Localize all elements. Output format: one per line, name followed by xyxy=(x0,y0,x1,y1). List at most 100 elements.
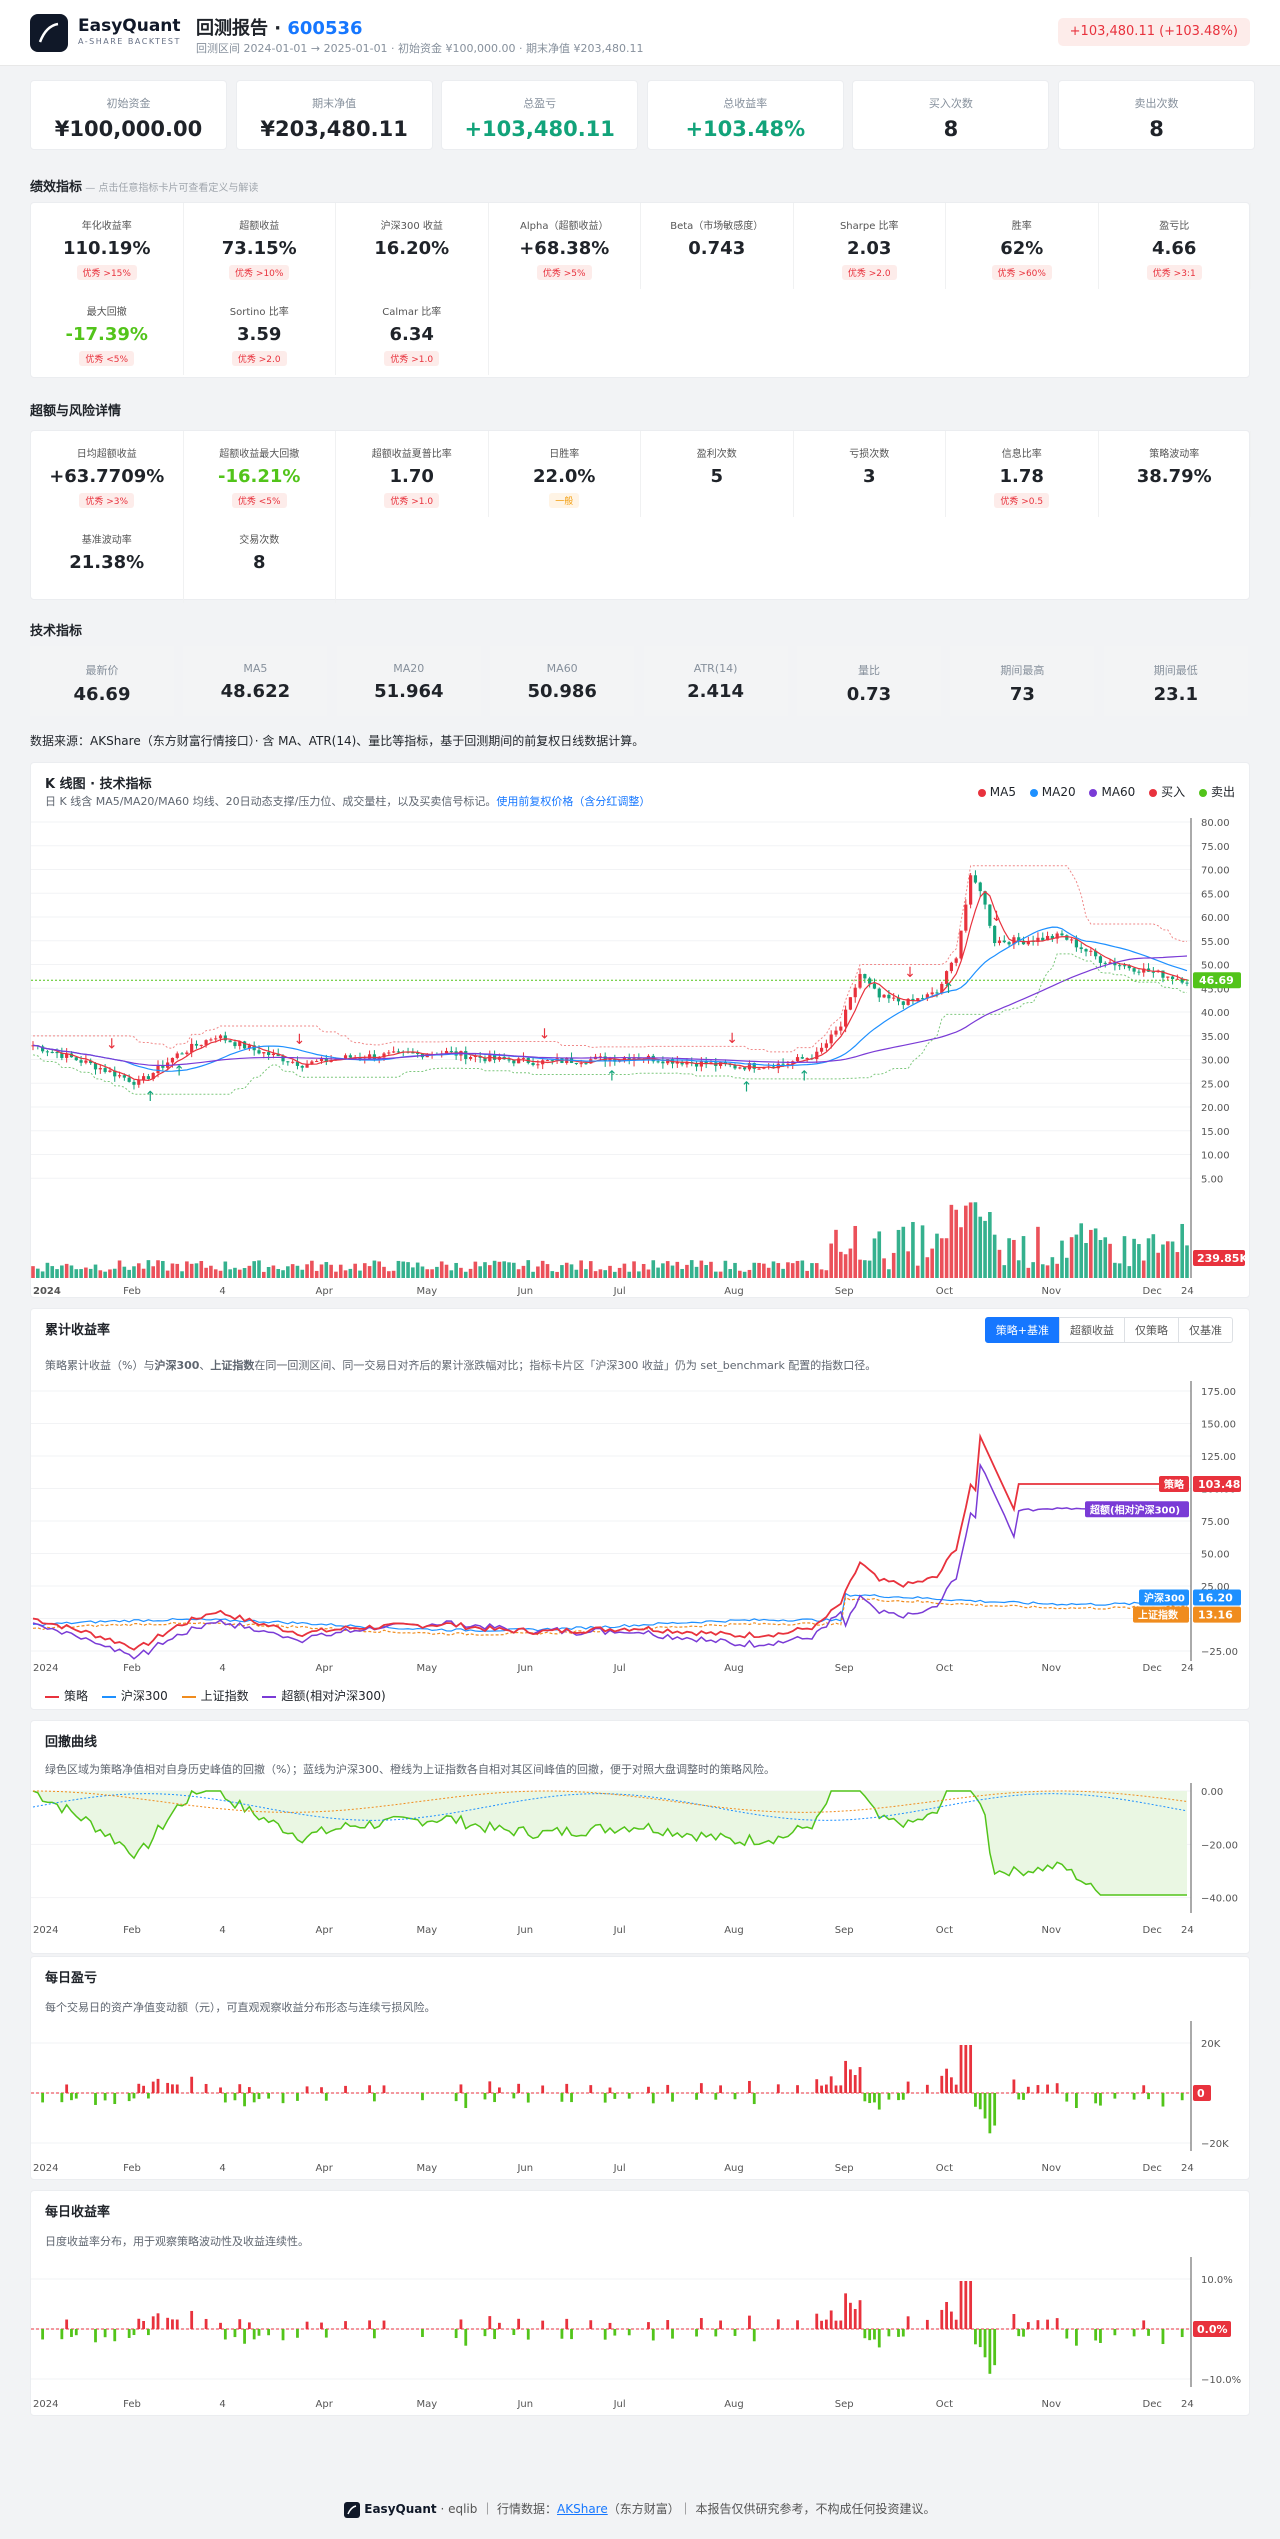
daily-bar xyxy=(988,2093,992,2134)
candle-body xyxy=(844,1009,848,1027)
volume-bar xyxy=(204,1267,208,1278)
candle-body xyxy=(1132,968,1136,972)
tab-strategy-benchmark[interactable]: 策略+基准 xyxy=(984,1317,1060,1343)
metric-card[interactable]: 最大回撤 -17.39% 优秀 <5% xyxy=(31,289,184,375)
strategy-name-tag xyxy=(1159,1475,1189,1492)
metric-card[interactable]: 信息比率 1.78 优秀 >0.5 xyxy=(946,431,1099,517)
metric-card[interactable]: Sharpe 比率 2.03 优秀 >2.0 xyxy=(794,203,946,289)
legend-sh-index[interactable]: 上证指数 xyxy=(200,1689,249,1703)
daily-bar xyxy=(421,2329,424,2337)
daily-bar xyxy=(454,2329,458,2339)
daily-bar xyxy=(940,2075,944,2093)
daily-bar xyxy=(834,2085,838,2093)
candle-body xyxy=(973,875,978,883)
daily-bar xyxy=(868,2329,872,2341)
candle-body xyxy=(1108,962,1112,964)
volume-bar xyxy=(814,1263,819,1278)
legend-ma5[interactable]: MA5 xyxy=(989,785,1016,799)
daily-pnl-chart[interactable]: 20K −20K 0 2024 Feb 4 Apr May Jun Jul Aug Sep Oct Nov… xyxy=(31,2021,1249,2179)
tab-strategy-only[interactable]: 仅策略 xyxy=(1124,1317,1179,1343)
legend-hs300[interactable]: 沪深300 xyxy=(120,1689,168,1703)
legend-ma20[interactable]: MA20 xyxy=(1041,785,1076,799)
metric-value: -17.39% xyxy=(65,324,148,345)
volume-bar xyxy=(819,1269,824,1278)
daily-bar xyxy=(464,2093,468,2109)
metric-card[interactable]: Beta（市场敏感度） 0.743 xyxy=(641,203,794,289)
volume-bar xyxy=(199,1261,204,1278)
volume-bar xyxy=(314,1270,319,1278)
daily-bar xyxy=(459,2084,463,2093)
daily-bar xyxy=(526,2329,530,2340)
cumulative-return-chart[interactable]: 175.00150.00125.00100.0075.0050.0025.000… xyxy=(31,1381,1249,1681)
daily-bar xyxy=(132,2329,136,2336)
legend-ma60[interactable]: MA60 xyxy=(1101,785,1136,799)
volume-bar xyxy=(290,1264,295,1278)
y-tick-label: 50.00 xyxy=(1201,1550,1230,1561)
volume-bar xyxy=(257,1260,261,1278)
metric-card[interactable]: 年化收益率 110.19% 优秀 >15% xyxy=(31,203,184,289)
daily-bar xyxy=(1026,2086,1030,2093)
daily-bar xyxy=(1180,2093,1184,2101)
candle-body xyxy=(141,1076,146,1080)
x-tick-label: 2024 xyxy=(33,1286,61,1297)
hs300-line xyxy=(32,1592,1188,1632)
metric-card[interactable]: 亏损次数 3 xyxy=(794,431,946,517)
candle-body xyxy=(218,1035,223,1039)
adjusted-price-link[interactable]: 使用前复权价格（含分红调整） xyxy=(496,795,651,808)
candle-body xyxy=(242,1041,247,1049)
volume-bar xyxy=(738,1270,742,1278)
candle-body xyxy=(199,1044,203,1046)
daily-bar xyxy=(252,2093,256,2103)
daily-return-chart[interactable]: 10.0% −10.0% 0.0% 2024 Feb 4 Apr May Jun Jul Aug Se… xyxy=(31,2257,1249,2415)
daily-bar xyxy=(541,2320,545,2329)
x-tick-label: Oct xyxy=(936,1663,953,1674)
metric-card[interactable]: 胜率 62% 优秀 >60% xyxy=(946,203,1099,289)
metric-value: 6.34 xyxy=(389,324,434,345)
metric-card[interactable]: Sortino 比率 3.59 优秀 >2.0 xyxy=(184,289,336,375)
metric-card[interactable]: 日均超额收益 +63.7709% 优秀 >3% xyxy=(31,431,184,517)
tech-indicator-card: 最新价 46.69 xyxy=(30,646,174,716)
daily-bar xyxy=(70,2093,73,2101)
metric-card[interactable]: 策略波动率 38.79% xyxy=(1099,431,1251,517)
candle-body xyxy=(1089,950,1093,952)
legend-strategy[interactable]: 策略 xyxy=(64,1689,89,1703)
metric-label: 交易次数 xyxy=(239,535,280,546)
metric-card[interactable]: 超额收益 73.15% 优秀 >10% xyxy=(184,203,336,289)
tab-benchmark-only[interactable]: 仅基准 xyxy=(1178,1317,1233,1343)
metric-card[interactable]: 超额收益最大回撤 -16.21% 优秀 <5% xyxy=(184,431,336,517)
drawdown-chart[interactable]: 0.00 −20.00 −40.00 2024 Feb 4 Apr May Jun Jul Aug S… xyxy=(31,1783,1249,1953)
metric-card[interactable]: 沪深300 收益 16.20% xyxy=(336,203,489,289)
metric-card[interactable]: 盈亏比 4.66 优秀 >3:1 xyxy=(1099,203,1251,289)
legend-sell[interactable]: 卖出 xyxy=(1210,785,1235,799)
y-tick-label: 55.00 xyxy=(1201,937,1230,948)
metric-card[interactable]: Alpha（超额收益） +68.38% 优秀 >5% xyxy=(489,203,641,289)
candle-body xyxy=(901,1001,905,1005)
volume-bar xyxy=(194,1263,199,1278)
legend-excess[interactable]: 超额(相对沪深300) xyxy=(281,1689,386,1703)
metric-card[interactable]: 日胜率 22.0% 一般 xyxy=(489,431,641,517)
metric-card[interactable]: 超额收益夏普比率 1.70 优秀 >1.0 xyxy=(336,431,489,517)
metric-card[interactable]: 基准波动率 21.38% xyxy=(31,517,184,603)
tab-excess[interactable]: 超额收益 xyxy=(1059,1317,1125,1343)
volume-bar xyxy=(84,1267,88,1278)
akshare-link[interactable]: AKShare xyxy=(557,2502,608,2516)
metric-value: 62% xyxy=(1000,238,1044,259)
daily-bar xyxy=(959,2045,963,2093)
candle-body xyxy=(387,1052,391,1054)
volume-bar xyxy=(786,1262,790,1278)
metric-card[interactable]: 盈利次数 5 xyxy=(641,431,794,517)
metric-card[interactable]: 交易次数 8 xyxy=(184,517,336,603)
summary-label: 初始资金 xyxy=(106,97,151,110)
candle-body xyxy=(1036,937,1040,942)
legend-buy[interactable]: 买入 xyxy=(1161,785,1186,799)
candle-body xyxy=(170,1057,175,1063)
last-volume-tag xyxy=(1193,1250,1245,1266)
kline-chart[interactable]: 80.0075.0070.0065.0060.0055.0050.0045.00… xyxy=(31,818,1249,1298)
candle-body xyxy=(1185,982,1189,984)
volume-bar xyxy=(781,1268,785,1278)
report-meta: 回测区间 2024-01-01 → 2025-01-01 · 初始资金 ¥100… xyxy=(196,42,644,55)
daily-bar xyxy=(305,2321,309,2329)
candle-body xyxy=(305,1064,309,1068)
daily-bar xyxy=(949,2311,953,2329)
metric-card[interactable]: Calmar 比率 6.34 优秀 >1.0 xyxy=(336,289,489,375)
